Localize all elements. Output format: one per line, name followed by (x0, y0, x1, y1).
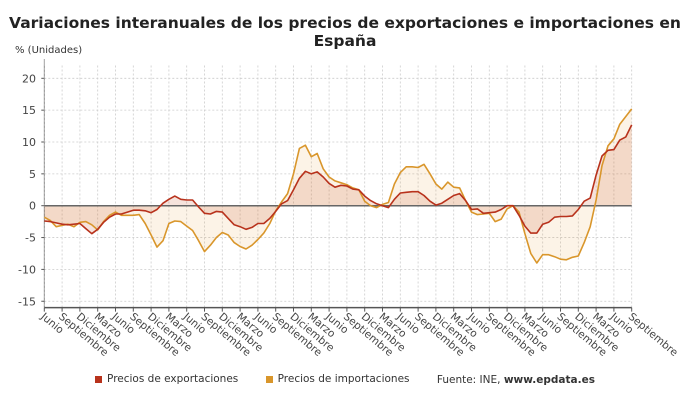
y-axis-label: % (Unidades) (15, 45, 83, 56)
source-link[interactable]: www.epdata.es (503, 373, 595, 386)
y-tick-label: -15 (18, 295, 36, 308)
y-tick-label: -10 (18, 263, 36, 276)
series-line-exports (44, 124, 633, 235)
source-label: Fuente: INE, (436, 373, 501, 386)
y-tick-label: 10 (22, 136, 36, 149)
y-tick-label: 0 (29, 200, 36, 213)
legend-label: Precios de importaciones (277, 373, 410, 385)
y-tick-label: 20 (22, 72, 36, 85)
legend-swatch (95, 375, 103, 383)
legend-item-exports: Precios de exportaciones (95, 373, 238, 385)
y-tick-label: 5 (29, 168, 36, 181)
legend: Precios de exportaciones Precios de impo… (0, 373, 690, 386)
legend-swatch (265, 375, 273, 383)
y-tick-label: 15 (22, 104, 36, 117)
source: Fuente: INE, www.epdata.es (437, 374, 595, 386)
x-tick-label: Septiembre (626, 311, 680, 359)
chart-title: Variaciones interanuales de los precios … (9, 14, 681, 50)
legend-label: Precios de exportaciones (107, 373, 239, 385)
y-tick-label: -5 (25, 232, 36, 245)
area-exports (44, 124, 632, 234)
legend-item-imports: Precios de importaciones (265, 373, 410, 385)
series-line-imports (43, 108, 633, 264)
